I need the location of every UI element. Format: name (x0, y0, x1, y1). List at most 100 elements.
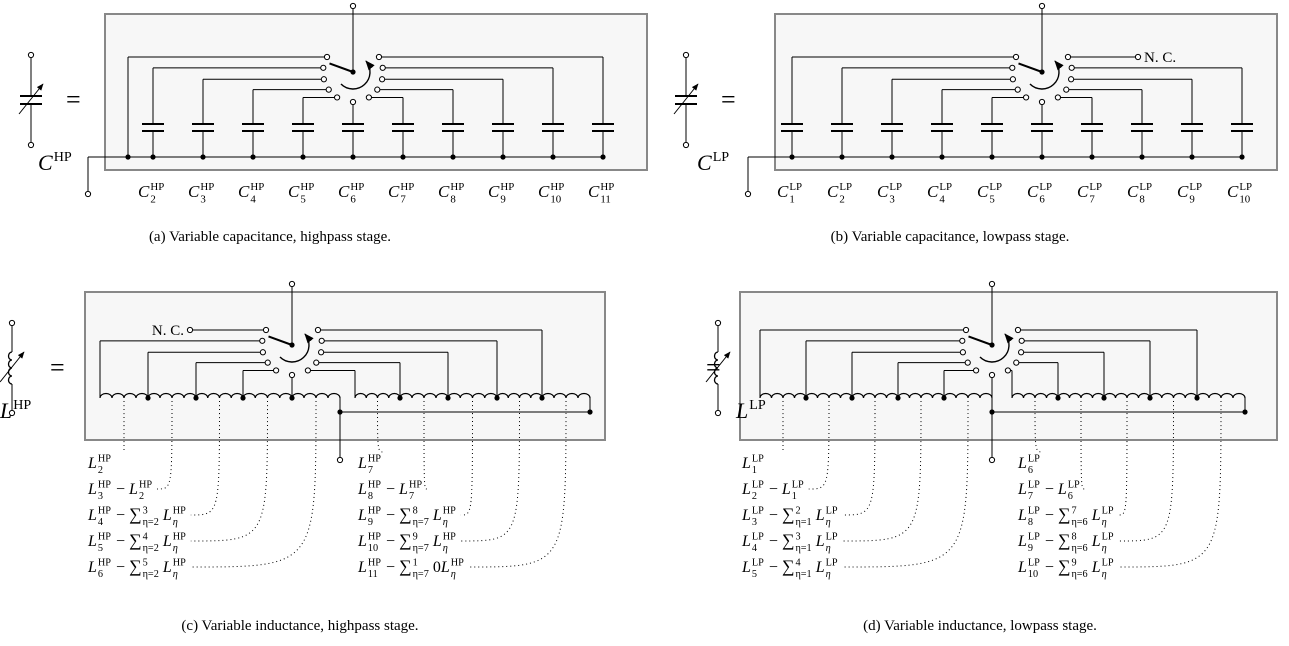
terminal (350, 99, 355, 104)
terminal (375, 87, 380, 92)
math-sup: 4 (795, 557, 800, 568)
math-base: L (162, 533, 172, 550)
terminal (260, 350, 265, 355)
tune-arrow (0, 352, 24, 382)
math-base: C (288, 182, 300, 201)
math-sub: η (173, 517, 178, 528)
terminal (1039, 3, 1044, 8)
math-sub: η=1 (795, 517, 811, 528)
terminal (9, 320, 14, 325)
math-sup: 3 (143, 505, 148, 516)
terminal (974, 368, 979, 373)
math-sub: η=6 (1071, 517, 1087, 528)
panel: (a) Variable capacitance, highpass stage… (19, 3, 647, 245)
math-sup: LP (752, 557, 764, 568)
equals-sign: = (66, 85, 81, 114)
terminal (1014, 360, 1019, 365)
math-sub: 4 (250, 193, 256, 205)
math-sub: η=7 (413, 543, 429, 554)
nc-label: N. C. (1144, 50, 1176, 66)
math-base: C (1077, 182, 1089, 201)
math-sub: η=7 (413, 569, 429, 580)
math-base: − (382, 481, 399, 498)
math-base: C (538, 182, 550, 201)
math-sup: 9 (1071, 557, 1076, 568)
math-sub: η (443, 543, 448, 554)
terminal (1055, 95, 1060, 100)
math-sup: LP (1102, 531, 1114, 542)
math-base: C (827, 182, 839, 201)
math-sub: 4 (98, 517, 103, 528)
math-sub: 9 (1189, 193, 1194, 205)
math-sub: η (443, 517, 448, 528)
math-sup: HP (98, 453, 111, 464)
math-sub: 5 (300, 193, 306, 205)
math-base: ∑ (1058, 504, 1071, 524)
math-base: C (338, 182, 350, 201)
math-sup: HP (600, 181, 614, 193)
math-base: L (781, 481, 791, 498)
math-sup: 8 (413, 505, 418, 516)
circuit-box (775, 14, 1277, 170)
terminal (715, 320, 720, 325)
math-base: L (128, 481, 138, 498)
circuit-box (85, 292, 605, 440)
terminal (187, 327, 192, 332)
math-sup: HP (98, 531, 111, 542)
math-base: L (1057, 481, 1067, 498)
terminal (315, 327, 320, 332)
math-base: C (877, 182, 889, 201)
terminal (376, 54, 381, 59)
math-sup: LP (752, 531, 764, 542)
math-base: ∑ (1058, 556, 1071, 576)
math-sub: 3 (889, 193, 895, 205)
junction (939, 154, 944, 159)
math-sub: 2 (752, 491, 757, 502)
math-sub: η (173, 569, 178, 580)
math-sub: 4 (752, 543, 757, 554)
math-sub: 7 (368, 465, 373, 476)
caption: (c) Variable inductance, highpass stage. (181, 618, 418, 634)
junction (1242, 409, 1247, 414)
terminal (1015, 327, 1020, 332)
math-sub: 7 (409, 491, 414, 502)
math-sup: HP (451, 557, 464, 568)
caption: (b) Variable capacitance, lowpass stage. (831, 229, 1070, 245)
math-sup: HP (173, 505, 186, 516)
math-sup: LP (1189, 181, 1202, 193)
math-base: C (777, 182, 789, 201)
math-base: L (1017, 481, 1027, 498)
caption: (d) Variable inductance, lowpass stage. (863, 618, 1097, 634)
math-sub: 9 (368, 517, 373, 528)
junction (400, 154, 405, 159)
math-sub: 7 (1089, 193, 1095, 205)
terminal (321, 77, 326, 82)
math-sup: HP (400, 181, 414, 193)
math-sup: 8 (1071, 531, 1076, 542)
math-sup: LP (1028, 531, 1040, 542)
terminal (380, 77, 385, 82)
math-sub: 11 (368, 569, 378, 580)
math-sup: HP (300, 181, 314, 193)
math-sub: 6 (1068, 491, 1073, 502)
junction (587, 409, 592, 414)
terminal (289, 281, 294, 286)
math-sub: η=6 (1071, 543, 1087, 554)
math-sup: LP (989, 181, 1002, 193)
math-sup: LP (1139, 181, 1152, 193)
math-sub: 6 (1039, 193, 1045, 205)
math-base: L (87, 455, 97, 472)
nc-label: N. C. (152, 323, 184, 339)
math-sub: η=1 (795, 569, 811, 580)
math-base: − (1041, 481, 1058, 498)
terminal (1019, 338, 1024, 343)
math-base: L (357, 481, 367, 498)
math-sub: η (826, 569, 831, 580)
math-base: L (1091, 533, 1101, 550)
math-base: C (138, 182, 150, 201)
math-sub: 2 (839, 193, 844, 205)
junction (550, 154, 555, 159)
math-base: C (438, 182, 450, 201)
math-base: − (765, 559, 782, 576)
math-sub: η=1 (795, 543, 811, 554)
